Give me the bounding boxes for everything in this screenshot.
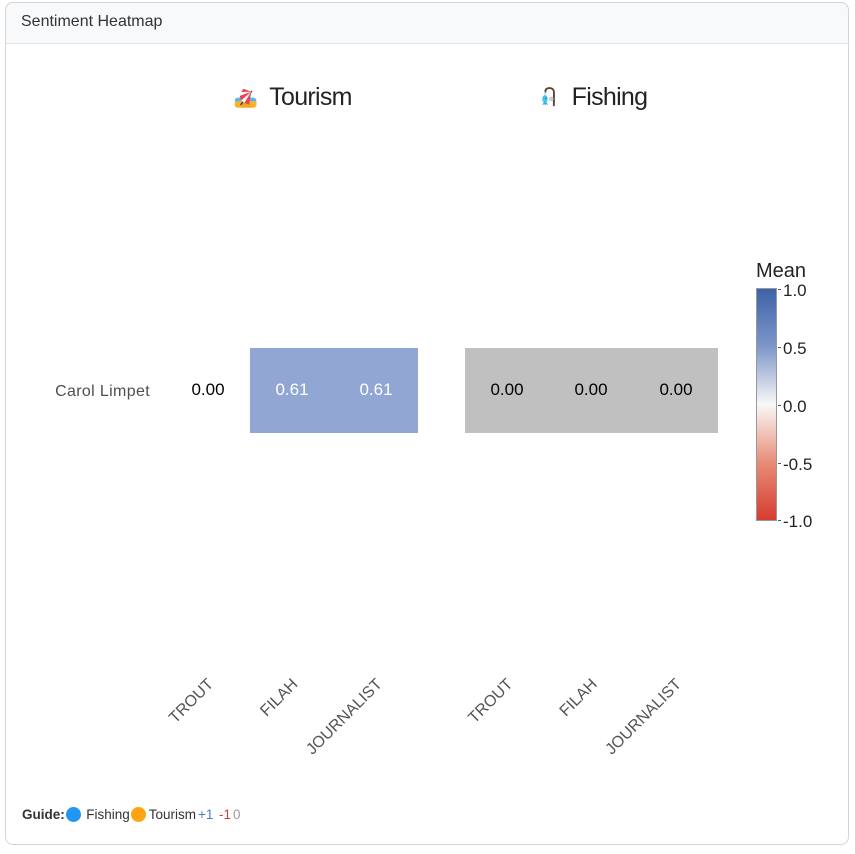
svg-text:FILAH: FILAH (557, 676, 601, 720)
svg-text:FILAH: FILAH (257, 676, 301, 720)
svg-text:JOURNALIST: JOURNALIST (303, 676, 386, 759)
svg-text:TROUT: TROUT (465, 676, 516, 727)
svg-text:TROUT: TROUT (166, 676, 217, 727)
svg-text:JOURNALIST: JOURNALIST (603, 676, 686, 759)
